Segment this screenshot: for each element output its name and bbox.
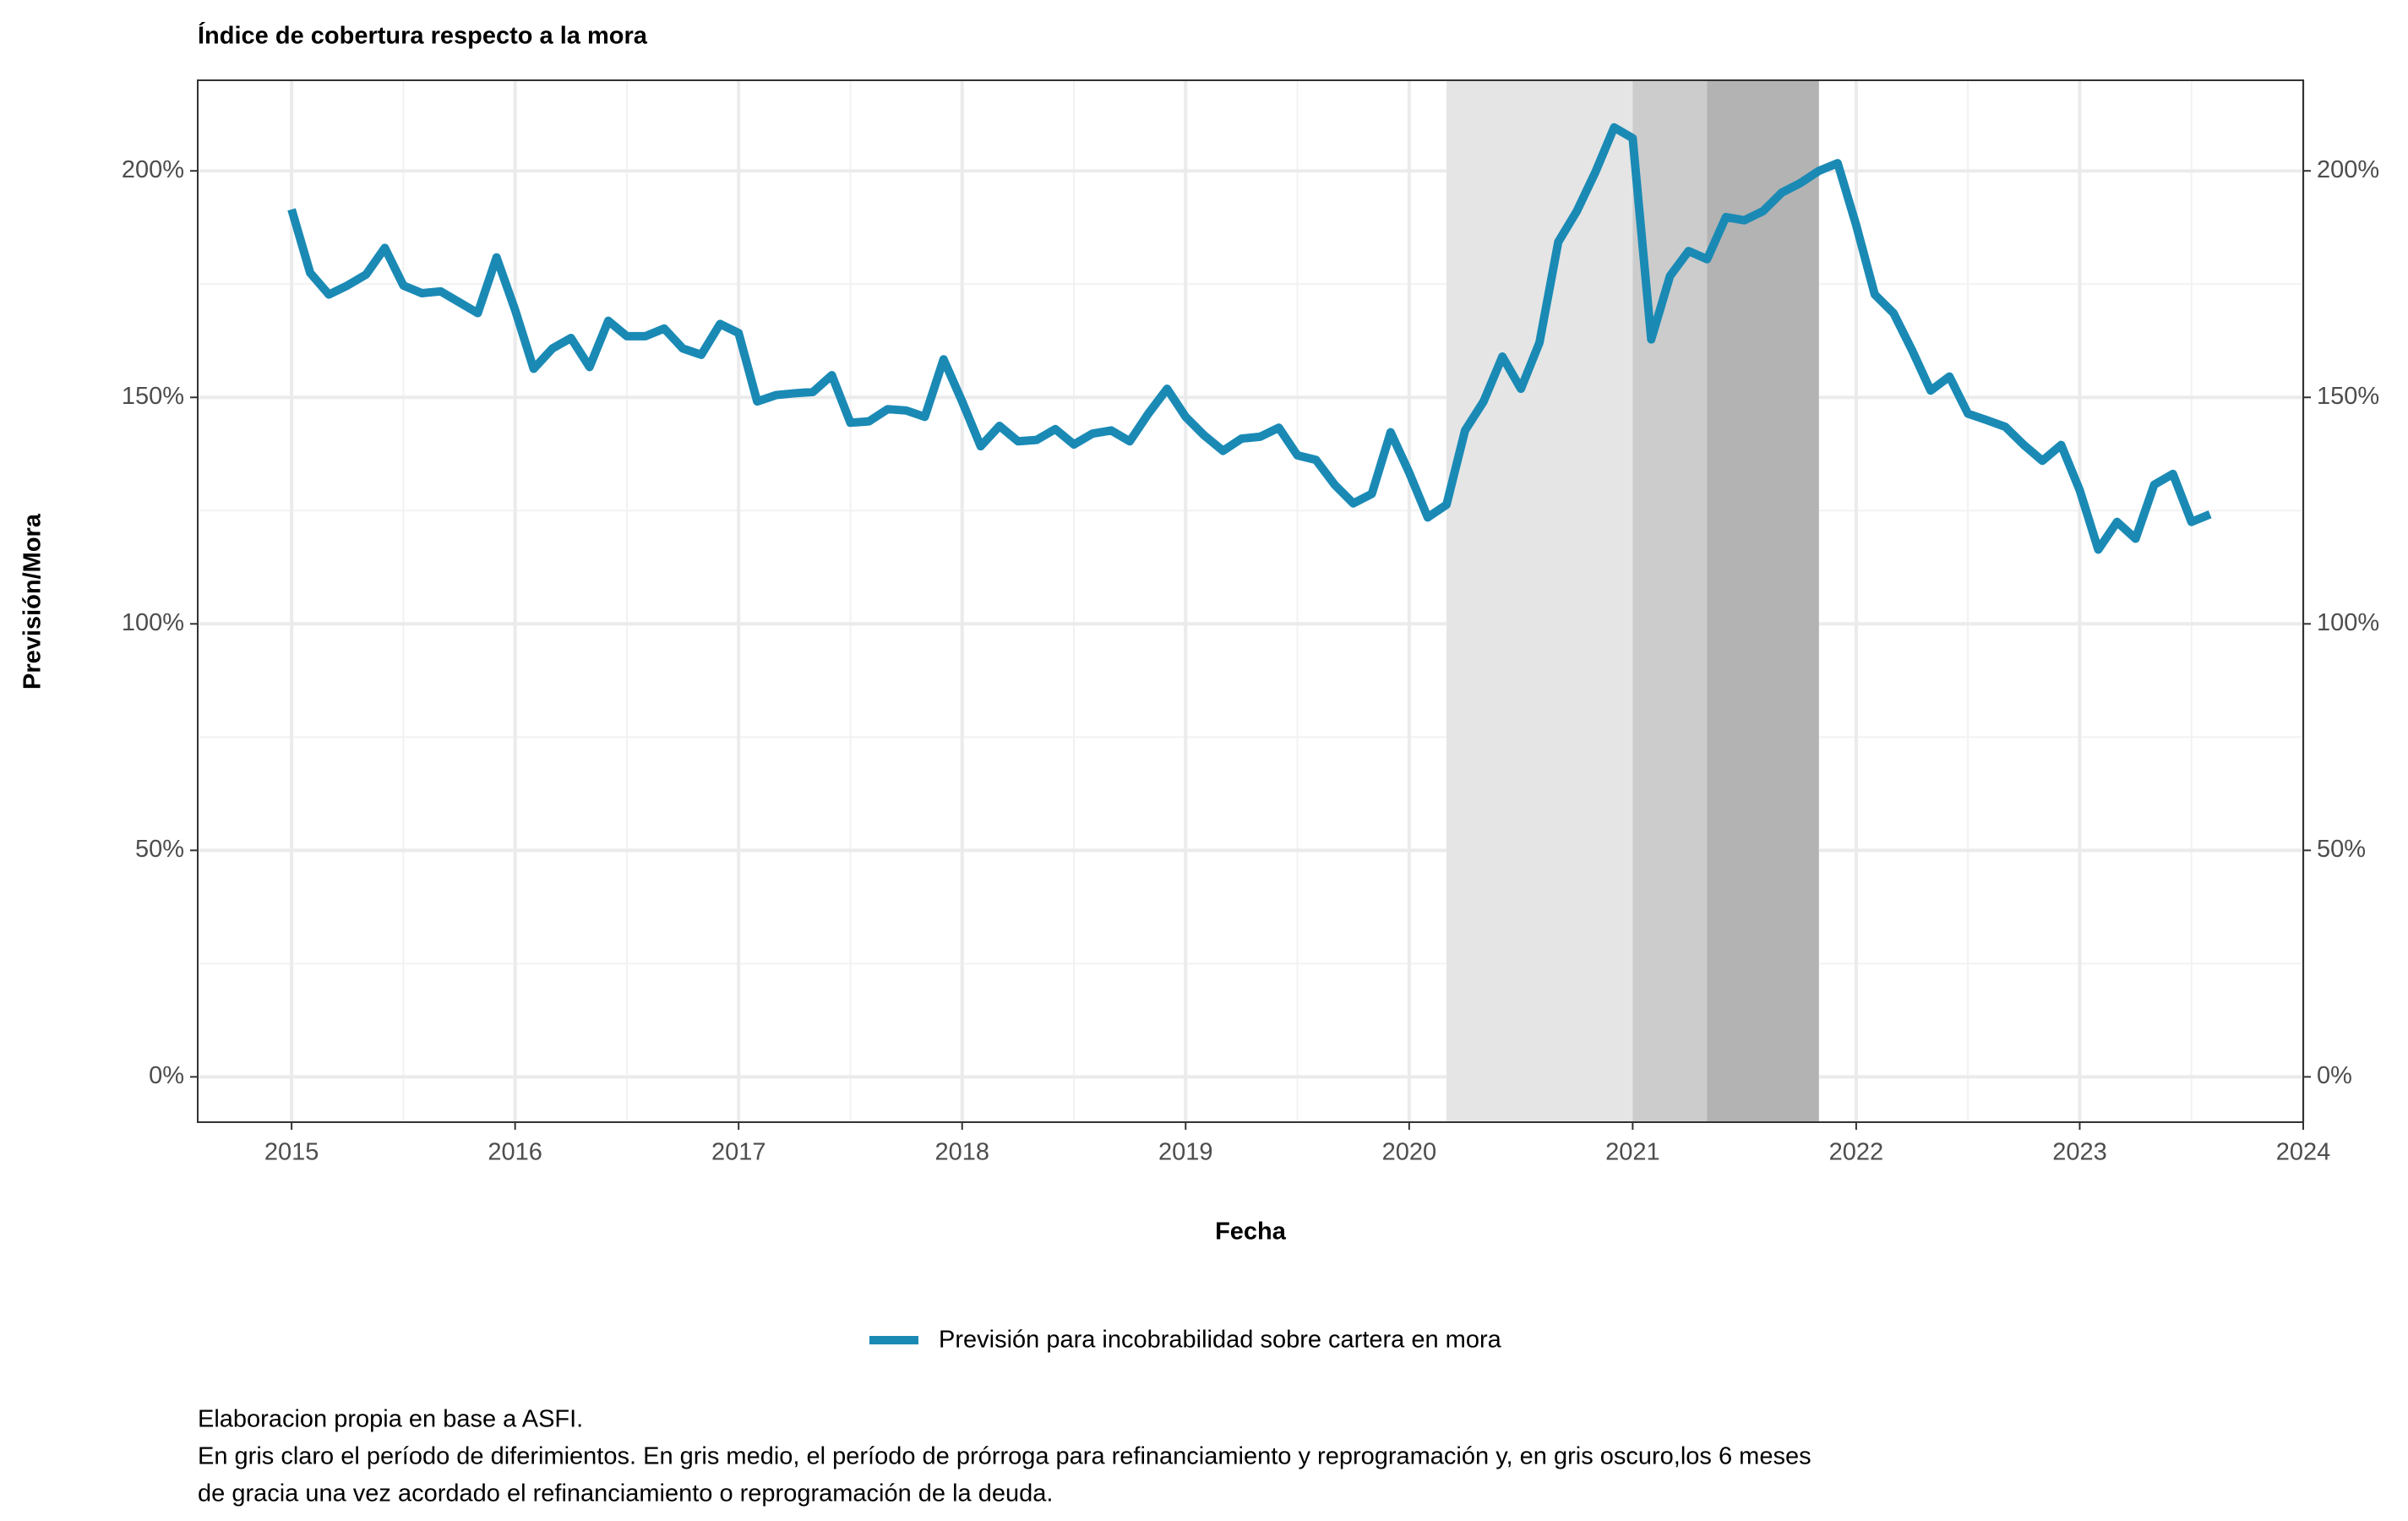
y-tick-label: 0% [149, 1062, 184, 1089]
x-tick-label: 2021 [1605, 1139, 1660, 1166]
x-tick-label: 2016 [488, 1139, 542, 1166]
shaded-period-overlay [1707, 80, 1819, 1122]
x-tick-label: 2019 [1158, 1139, 1213, 1166]
x-tick-label: 2022 [1829, 1139, 1884, 1166]
shaded-period-overlay [1446, 80, 1633, 1122]
y2-tick-label: 100% [2317, 609, 2379, 636]
y2-tick-label: 0% [2317, 1062, 2352, 1089]
y-tick-label: 50% [135, 836, 184, 863]
x-tick-label: 2015 [264, 1139, 319, 1166]
panel-border [197, 79, 2304, 1123]
caption-line: Elaboracion propia en base a ASFI. [198, 1406, 583, 1433]
x-tick-label: 2024 [2276, 1139, 2331, 1166]
x-tick-label: 2020 [1382, 1139, 1437, 1166]
y2-tick-label: 150% [2317, 383, 2379, 410]
y2-tick-label: 200% [2317, 156, 2379, 183]
x-tick-label: 2017 [711, 1139, 766, 1166]
caption-line: de gracia una vez acordado el refinancia… [198, 1480, 1053, 1507]
y-axis-title: Previsión/Mora [19, 513, 46, 690]
x-tick-label: 2023 [2052, 1139, 2107, 1166]
x-tick-label: 2018 [934, 1139, 989, 1166]
x-axis-title: Fecha [1215, 1218, 1287, 1246]
y2-tick-label: 50% [2317, 836, 2366, 863]
y-tick-label: 100% [122, 609, 184, 636]
legend-label: Previsión para incobrabilidad sobre cart… [939, 1327, 1502, 1354]
data-line [287, 123, 2212, 554]
caption-line: En gris claro el período de diferimiento… [198, 1443, 1811, 1470]
y-tick-label: 200% [122, 156, 184, 183]
chart-title: Índice de cobertura respecto a la mora [198, 21, 648, 50]
y-tick-label: 150% [122, 383, 184, 410]
